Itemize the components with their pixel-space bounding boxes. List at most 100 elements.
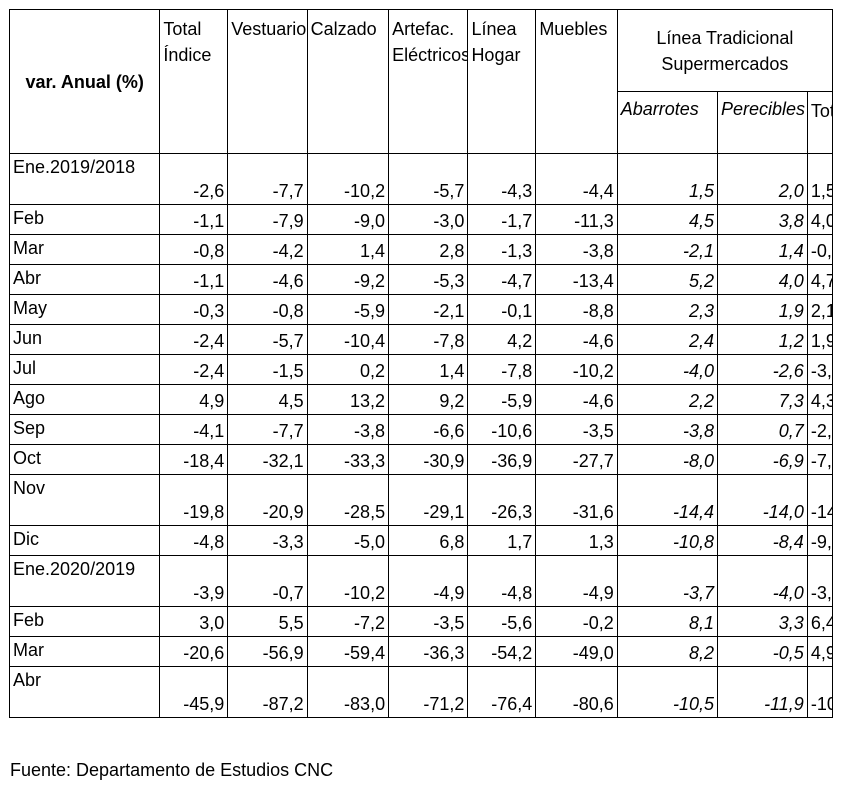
cell-total: -2,0 (806, 414, 834, 445)
cell-calzado: -59,4 (306, 636, 390, 667)
cell-total-indice: -1,1 (159, 204, 229, 235)
row-label: Jun (8, 324, 161, 355)
cell-artefactos: 1,4 (388, 354, 469, 385)
table-row: Sep-4,1-7,7-3,8-6,6-10,6-3,5-3,80,7-2,0 (8, 414, 834, 445)
header-linea-hogar: Línea Hogar (467, 9, 537, 154)
cell-calzado: -9,2 (306, 264, 390, 295)
cell-total-indice: -1,1 (159, 264, 229, 295)
cell-vestuario: -4,6 (227, 264, 308, 295)
cell-perecibles: -14,0 (717, 474, 808, 526)
cell-artefactos: 2,8 (388, 234, 469, 265)
cell-abarrotes: 1,5 (616, 153, 719, 205)
cell-abarrotes: -3,7 (616, 555, 719, 607)
table-row: Ene.2019/2018 -2,6 -7,7 -10,2 -5,7 -4,3 -4,4 1,… (8, 153, 834, 205)
cell-calzado: -9,0 (306, 204, 390, 235)
cell-linea-hogar: -5,9 (467, 384, 537, 415)
cell-vestuario: -20,9 (227, 474, 308, 526)
header-total: Total (806, 91, 834, 154)
cell-artefactos: -3,0 (388, 204, 469, 235)
cell-linea-hogar: -7,8 (467, 354, 537, 385)
cell-total: 1,9 (806, 324, 834, 355)
cell-total-indice: -0,8 (159, 234, 229, 265)
cell-vestuario: -1,5 (227, 354, 308, 385)
cell-perecibles: 1,4 (717, 234, 808, 265)
cell-abarrotes: -14,4 (616, 474, 719, 526)
cell-perecibles: -4,0 (717, 555, 808, 607)
cell-total: -3,6 (806, 555, 834, 607)
cell-total: -7,5 (806, 444, 834, 475)
cell-total-indice: -2,4 (159, 354, 229, 385)
row-label: Mar (8, 234, 161, 265)
cell-total: 6,4 (806, 606, 834, 637)
cell-abarrotes: 2,4 (616, 324, 719, 355)
cell-abarrotes: -10,5 (616, 666, 719, 718)
cell-perecibles: -2,6 (717, 354, 808, 385)
table-row: Mar -20,6 -56,9 -59,4 -36,3 -54,2 -49,0 8,2 -0,5… (8, 636, 834, 667)
cell-total: 4,3 (806, 384, 834, 415)
row-label: May (8, 294, 161, 325)
cell-artefactos: -7,8 (388, 324, 469, 355)
cell-total: -14,1 (806, 474, 834, 526)
header-total-indice: Total Índice (159, 9, 229, 154)
header-linea-tradicional-supermercados: Línea Tradicional Supermercados (616, 9, 834, 92)
cell-total: -9,7 (806, 525, 834, 556)
cell-abarrotes: -3,8 (616, 414, 719, 445)
cell-linea-hogar: -1,7 (467, 204, 537, 235)
table-row: Oct -18,4 -32,1 -33,3 -30,9 -36,9 -27,7 -8,0 -6,… (8, 444, 834, 475)
table-row: Abr-1,1-4,6-9,2-5,3-4,7-13,45,24,04,7 (8, 264, 834, 295)
cell-calzado: -7,2 (306, 606, 390, 637)
cell-perecibles: -6,9 (717, 444, 808, 475)
row-label: Jul (8, 354, 161, 385)
row-label: Feb (8, 204, 161, 235)
cell-perecibles: -8,4 (717, 525, 808, 556)
table-row: May-0,3-0,8-5,9-2,1-0,1-8,82,31,92,1 (8, 294, 834, 325)
table-row: Mar-0,8-4,21,42,8-1,3-3,8-2,11,4-0,7 (8, 234, 834, 265)
row-label: Abr (8, 666, 161, 718)
cell-calzado: -28,5 (306, 474, 390, 526)
cell-perecibles: 3,8 (717, 204, 808, 235)
cell-calzado: 13,2 (306, 384, 390, 415)
cell-muebles: -31,6 (535, 474, 618, 526)
cell-abarrotes: 8,2 (616, 636, 719, 667)
row-label: Abr (8, 264, 161, 295)
cell-abarrotes: -10,8 (616, 525, 719, 556)
cell-muebles: -10,2 (535, 354, 618, 385)
row-label: Mar (8, 636, 161, 667)
cell-total-indice: -20,6 (159, 636, 229, 667)
header-var-anual: var. Anual (%) (8, 9, 161, 154)
cell-perecibles: 7,3 (717, 384, 808, 415)
cell-linea-hogar: 1,7 (467, 525, 537, 556)
cell-abarrotes: -2,1 (616, 234, 719, 265)
cell-total-indice: 3,0 (159, 606, 229, 637)
cell-abarrotes: -8,0 (616, 444, 719, 475)
cell-linea-hogar: -4,8 (467, 555, 537, 607)
retail-table-container: var. Anual (%) Total Índice Vestuario Ca… (8, 9, 834, 718)
cell-artefactos: 6,8 (388, 525, 469, 556)
source-note: Fuente: Departamento de Estudios CNC (10, 760, 334, 780)
cell-muebles: -4,9 (535, 555, 618, 607)
cell-vestuario: -5,7 (227, 324, 308, 355)
cell-muebles: -13,4 (535, 264, 618, 295)
retail-sales-table: var. Anual (%) Total Índice Vestuario Ca… (8, 9, 834, 718)
cell-perecibles: 3,3 (717, 606, 808, 637)
cell-total-indice: -2,4 (159, 324, 229, 355)
cell-total-indice: -2,6 (159, 153, 229, 205)
cell-muebles: -0,2 (535, 606, 618, 637)
cell-muebles: -4,6 (535, 384, 618, 415)
cell-calzado: -33,3 (306, 444, 390, 475)
cell-vestuario: -7,9 (227, 204, 308, 235)
cell-artefactos: -3,5 (388, 606, 469, 637)
cell-linea-hogar: -0,1 (467, 294, 537, 325)
cell-total: 2,1 (806, 294, 834, 325)
cell-linea-hogar: 4,2 (467, 324, 537, 355)
cell-total-indice: -3,9 (159, 555, 229, 607)
table-row: Abr -45,9 -87,2 -83,0 -71,2 -76,4 -80,6 -10,5 -1… (8, 666, 834, 718)
row-label: Ene.2020/2019 (8, 555, 161, 607)
table-row: Ene.2020/2019 -3,9 -0,7 -10,2 -4,9 -4,8 -4,9 -3… (8, 555, 834, 607)
row-label: Feb (8, 606, 161, 637)
cell-muebles: -3,5 (535, 414, 618, 445)
cell-calzado: -3,8 (306, 414, 390, 445)
cell-perecibles: 2,0 (717, 153, 808, 205)
cell-perecibles: 0,7 (717, 414, 808, 445)
